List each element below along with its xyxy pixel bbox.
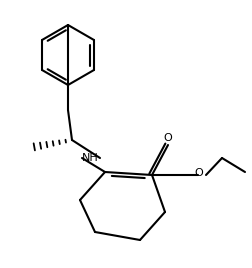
Text: NH: NH	[82, 153, 98, 163]
Text: O: O	[164, 133, 172, 143]
Text: O: O	[195, 168, 203, 178]
